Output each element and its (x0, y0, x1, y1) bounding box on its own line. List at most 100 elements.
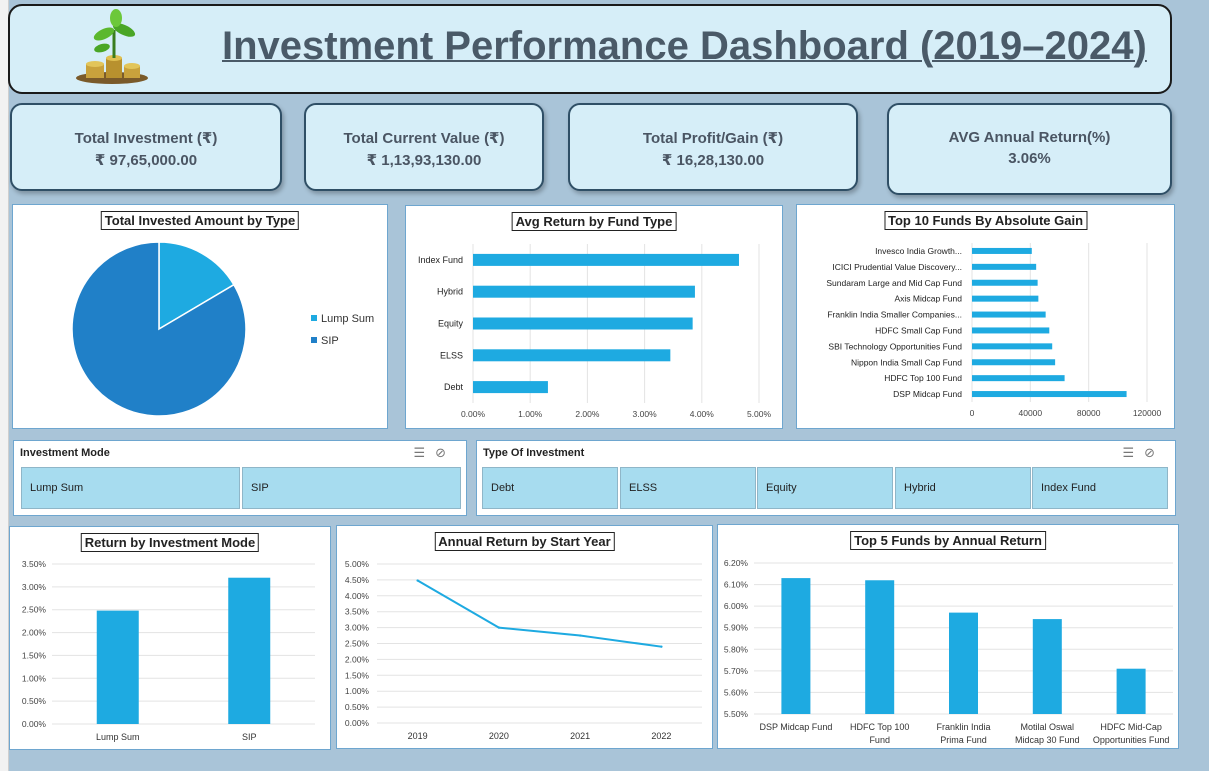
legend-label: SIP (321, 335, 339, 347)
chart-title: Total Invested Amount by Type (100, 211, 300, 230)
series-line (417, 579, 662, 648)
category-label: ICICI Prudential Value Discovery... (832, 262, 962, 272)
clear-filter-icon[interactable]: ⊘ (1144, 445, 1165, 460)
tick-label: 0.50% (345, 702, 370, 712)
column-chart-svg: 0.00% 0.50% 1.00% 1.50% 2.00% 2.50% 3.00% 3.50%… (22, 559, 315, 742)
category-label: Franklin India (936, 722, 990, 732)
tick-label: 2.00% (22, 628, 47, 638)
category-label: Opportunities Fund (1093, 735, 1170, 745)
clear-filter-icon[interactable]: ⊘ (435, 445, 456, 460)
category-label: Prima Fund (940, 735, 987, 745)
category-label: Invesco India Growth... (875, 246, 962, 256)
tick-label: 1.00% (345, 686, 370, 696)
tick-label: 120000 (1133, 408, 1162, 418)
tick-label: 40000 (1019, 408, 1043, 418)
slicer-option-index-fund[interactable]: Index Fund (1032, 467, 1168, 509)
category-label: ELSS (440, 350, 463, 360)
tick-label: 1.50% (22, 650, 47, 660)
tick-label: 4.50% (345, 575, 370, 585)
bar-chart-svg: 0 40000 80000 120000 Invesco India Growth...… (826, 243, 1162, 418)
tick-label: 5.90% (724, 623, 749, 633)
tick-label: 1.00% (22, 673, 47, 683)
pie-slice (71, 241, 247, 417)
category-label: Nippon India Small Cap Fund (851, 357, 962, 367)
legend-swatch (311, 337, 317, 343)
tick-label: 2.00% (575, 409, 600, 419)
category-label: SBI Technology Opportunities Fund (828, 341, 962, 351)
tick-label: 0.00% (22, 719, 47, 729)
bar (473, 317, 693, 330)
category-label: Index Fund (418, 255, 463, 265)
tick-label: 80000 (1077, 408, 1101, 418)
tick-label: 0 (970, 408, 975, 418)
tick-label: 5.70% (724, 666, 749, 676)
kpi-total-investment: Total Investment (₹) ₹ 97,65,000.00 (10, 103, 282, 191)
bar (972, 327, 1050, 334)
slicer-type-of-investment: Type Of Investment ☰⊘ Debt ELSS Equity H… (476, 440, 1176, 516)
tick-label: 5.60% (724, 687, 749, 697)
chart-title: Return by Investment Mode (80, 533, 260, 552)
category-label: Equity (438, 319, 464, 329)
category-label: 2022 (651, 731, 671, 741)
bar (1032, 619, 1062, 714)
slicer-option-debt[interactable]: Debt (482, 467, 618, 509)
category-label: Sundaram Large and Mid Cap Fund (826, 278, 962, 288)
slicer-option-lump-sum[interactable]: Lump Sum (21, 467, 240, 509)
tick-label: 6.00% (724, 601, 749, 611)
tick-label: 3.50% (22, 559, 47, 569)
category-label: 2021 (570, 731, 590, 741)
tick-label: 5.50% (724, 709, 749, 719)
tick-label: 3.00% (633, 409, 658, 419)
category-label: Lump Sum (96, 732, 140, 742)
bar (972, 247, 1032, 254)
tick-label: 4.00% (690, 409, 715, 419)
bar (972, 295, 1039, 302)
money-plant-logo-icon (76, 9, 148, 84)
category-label: DSP Midcap Fund (893, 389, 962, 399)
slicer-option-elss[interactable]: ELSS (620, 467, 756, 509)
multi-select-icon[interactable]: ☰ (413, 445, 436, 460)
kpi-value: ₹ 97,65,000.00 (94, 152, 198, 169)
chart-return-by-mode[interactable]: Return by Investment Mode 0.00% 0.50% 1.00… (9, 526, 331, 750)
category-label: HDFC Top 100 Fund (884, 373, 962, 383)
bar (949, 612, 978, 714)
tick-label: 4.00% (345, 591, 370, 601)
category-label: Hybrid (437, 287, 463, 297)
bar (781, 578, 811, 714)
data-point (497, 626, 501, 629)
tick-label: 0.00% (345, 718, 370, 728)
slicer-investment-mode: Investment Mode ☰⊘ Lump Sum SIP (13, 440, 467, 516)
tick-label: 5.00% (345, 559, 370, 569)
line-chart-svg: 0.00% 0.50% 1.00% 1.50% 2.00% 2.50% 3.00% 3.50%… (345, 559, 702, 741)
tick-label: 5.80% (724, 644, 749, 654)
bar (228, 577, 271, 724)
category-label: 2019 (408, 731, 428, 741)
kpi-value: ₹ 16,28,130.00 (661, 152, 765, 169)
bar (972, 391, 1127, 398)
slicer-option-sip[interactable]: SIP (242, 467, 461, 509)
chart-avg-return-by-fund-type[interactable]: Avg Return by Fund Type 0.00% 1.00% 2.00% 3… (405, 205, 783, 429)
kpi-total-profit: Total Profit/Gain (₹) ₹ 16,28,130.00 (568, 103, 858, 191)
bar (865, 580, 895, 714)
multi-select-icon[interactable]: ☰ (1122, 445, 1145, 460)
kpi-avg-annual-return: AVG Annual Return(%) 3.06% (887, 103, 1172, 195)
tick-label: 2.50% (22, 605, 47, 615)
legend-label: Lump Sum (321, 313, 374, 325)
chart-annual-return-by-year[interactable]: Annual Return by Start Year 0.00% 0.50% 1.… (336, 525, 713, 749)
chart-title: Top 10 Funds By Absolute Gain (883, 211, 1088, 230)
pie-chart-svg: Lump Sum SIP (71, 241, 374, 417)
chart-top10-absolute-gain[interactable]: Top 10 Funds By Absolute Gain 0 40000 8000… (796, 204, 1175, 429)
bar (972, 279, 1038, 286)
chart-invested-by-type[interactable]: Total Invested Amount by Type Lump Sum SI… (12, 204, 388, 429)
category-label: Fund (869, 735, 890, 745)
slicer-option-hybrid[interactable]: Hybrid (895, 467, 1031, 509)
kpi-label: Total Investment (₹) (74, 130, 218, 147)
tick-label: 0.00% (461, 409, 486, 419)
bar (972, 263, 1037, 270)
chart-top5-annual-return[interactable]: Top 5 Funds by Annual Return 5.50% 5.60% 5… (717, 524, 1179, 749)
slicer-option-equity[interactable]: Equity (757, 467, 893, 509)
page-title: Investment Performance Dashboard (2019–2… (222, 24, 1147, 68)
data-point (660, 645, 663, 648)
category-label: HDFC Small Cap Fund (875, 325, 962, 335)
bar (972, 359, 1056, 366)
